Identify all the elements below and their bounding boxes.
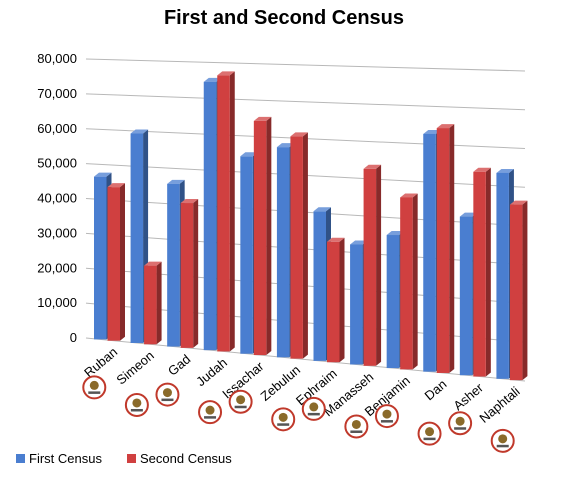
gridline bbox=[85, 337, 526, 382]
tribe-emblem-dan-icon bbox=[417, 421, 442, 446]
y-tick-label: 80,000 bbox=[37, 51, 77, 66]
legend-item-first-census: First Census bbox=[16, 451, 102, 466]
x-tick-label: Judah bbox=[193, 355, 230, 389]
gridline bbox=[85, 93, 526, 111]
x-tick-label: Simeon bbox=[113, 348, 156, 388]
gridline bbox=[85, 58, 526, 72]
bar-second-census-asher bbox=[473, 167, 491, 377]
legend-swatch bbox=[127, 454, 136, 463]
tribe-emblem-gad-icon bbox=[155, 382, 180, 407]
bar-second-census-manasseh bbox=[363, 164, 382, 366]
y-tick-label: 30,000 bbox=[37, 225, 77, 240]
tribe-emblem-reuben-icon bbox=[82, 375, 107, 400]
y-tick-label: 40,000 bbox=[37, 191, 77, 206]
tribe-emblem-zebulun-icon bbox=[271, 407, 296, 432]
tribe-emblems bbox=[82, 375, 515, 453]
bars bbox=[94, 71, 528, 381]
tribe-emblem-asher-icon bbox=[448, 411, 473, 436]
tribe-emblem-ephraim-icon bbox=[301, 396, 326, 421]
y-axis-ticks: 0 10,000 20,000 30,000 40,000 50,000 60,000 70,… bbox=[37, 51, 77, 345]
y-tick-label: 60,000 bbox=[37, 121, 77, 136]
tribe-emblem-naphtali-icon bbox=[490, 428, 515, 453]
chart-title: First and Second Census bbox=[164, 7, 404, 29]
y-tick-label: 0 bbox=[70, 330, 77, 345]
bar-second-census-benjamin bbox=[400, 193, 418, 370]
bar-second-census-issachar bbox=[253, 116, 272, 356]
bar-second-census-zebulun bbox=[290, 132, 308, 359]
legend-swatch bbox=[16, 454, 25, 463]
legend: First Census Second Census bbox=[16, 451, 232, 466]
y-tick-label: 20,000 bbox=[37, 260, 77, 275]
tribe-emblem-issachar-icon bbox=[228, 389, 253, 414]
legend-label: Second Census bbox=[140, 451, 232, 466]
bar-second-census-simeon bbox=[144, 261, 162, 345]
bar-second-census-dan bbox=[436, 124, 455, 373]
tribe-emblem-manasseh-icon bbox=[344, 414, 369, 439]
bar-second-census-judah bbox=[217, 71, 235, 352]
y-tick-label: 70,000 bbox=[37, 86, 77, 101]
bar-second-census-gad bbox=[180, 199, 199, 348]
x-tick-label: Asher bbox=[450, 380, 486, 414]
legend-label: First Census bbox=[29, 451, 102, 466]
legend-item-second-census: Second Census bbox=[127, 451, 232, 466]
tribe-emblem-simeon-icon bbox=[124, 392, 149, 417]
x-tick-label: Gad bbox=[165, 351, 193, 378]
tribe-emblem-benjamin-icon bbox=[374, 404, 399, 429]
y-tick-label: 10,000 bbox=[37, 295, 77, 310]
x-tick-label: Dan bbox=[422, 376, 450, 403]
bar-second-census-ephraim bbox=[327, 237, 345, 363]
bar-second-census-naphtali bbox=[509, 200, 528, 381]
tribe-emblem-judah-icon bbox=[198, 400, 223, 425]
bar-second-census-ruban bbox=[107, 183, 125, 341]
y-tick-label: 50,000 bbox=[37, 156, 77, 171]
